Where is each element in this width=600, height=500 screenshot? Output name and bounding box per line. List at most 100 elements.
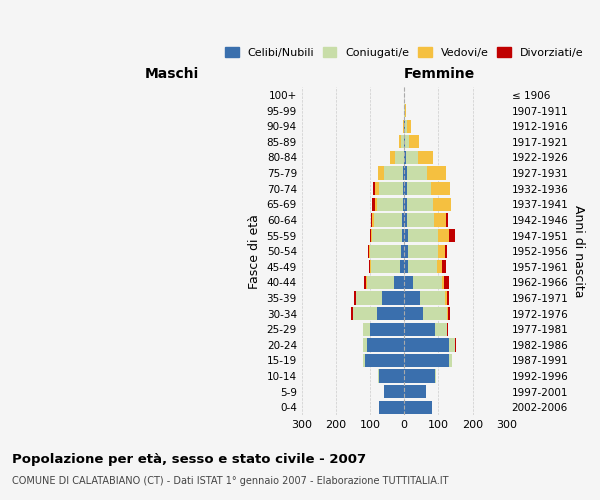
Bar: [354, 292, 356, 304]
Bar: [356, 292, 382, 304]
Bar: [375, 198, 377, 211]
Bar: [442, 276, 443, 289]
Bar: [373, 182, 374, 196]
Bar: [418, 151, 433, 164]
Bar: [401, 229, 404, 242]
Bar: [404, 400, 431, 414]
Bar: [394, 276, 404, 289]
Text: Popolazione per età, sesso e stato civile - 2007: Popolazione per età, sesso e stato civil…: [12, 452, 366, 466]
Bar: [401, 214, 404, 226]
Bar: [404, 151, 406, 164]
Bar: [370, 229, 371, 242]
Bar: [409, 135, 419, 148]
Bar: [406, 151, 418, 164]
Bar: [439, 244, 445, 258]
Bar: [405, 104, 406, 118]
Bar: [455, 338, 456, 351]
Bar: [404, 276, 413, 289]
Bar: [363, 338, 367, 351]
Bar: [404, 120, 405, 133]
Bar: [407, 120, 411, 133]
Bar: [403, 198, 404, 211]
Bar: [374, 214, 401, 226]
Bar: [437, 260, 442, 274]
Bar: [382, 292, 404, 304]
Bar: [378, 370, 379, 382]
Bar: [373, 229, 401, 242]
Text: COMUNE DI CALATABIANO (CT) - Dati ISTAT 1° gennaio 2007 - Elaborazione TUTTITALI: COMUNE DI CALATABIANO (CT) - Dati ISTAT …: [12, 476, 449, 486]
Bar: [423, 307, 447, 320]
Bar: [449, 229, 455, 242]
Text: Maschi: Maschi: [145, 66, 199, 80]
Bar: [369, 260, 370, 274]
Bar: [363, 322, 370, 336]
Bar: [368, 244, 370, 258]
Bar: [407, 244, 439, 258]
Bar: [431, 182, 449, 196]
Bar: [379, 182, 403, 196]
Bar: [401, 135, 404, 148]
Bar: [404, 338, 449, 351]
Bar: [448, 307, 449, 320]
Bar: [373, 214, 374, 226]
Legend: Celibi/Nubili, Coniugati/e, Vedovi/e, Divorziati/e: Celibi/Nubili, Coniugati/e, Vedovi/e, Di…: [222, 44, 586, 61]
Bar: [377, 307, 404, 320]
Bar: [442, 260, 446, 274]
Bar: [370, 322, 404, 336]
Bar: [435, 370, 436, 382]
Bar: [446, 214, 448, 226]
Bar: [443, 276, 449, 289]
Bar: [371, 260, 400, 274]
Bar: [367, 338, 404, 351]
Y-axis label: Fasce di età: Fasce di età: [248, 214, 261, 288]
Bar: [404, 322, 435, 336]
Bar: [395, 151, 404, 164]
Bar: [435, 322, 447, 336]
Bar: [365, 354, 404, 367]
Bar: [404, 307, 423, 320]
Bar: [378, 166, 385, 179]
Bar: [419, 292, 445, 304]
Bar: [400, 260, 404, 274]
Bar: [427, 166, 446, 179]
Bar: [445, 244, 447, 258]
Bar: [351, 307, 353, 320]
Bar: [373, 198, 375, 211]
Bar: [413, 276, 442, 289]
Bar: [403, 166, 404, 179]
Bar: [370, 260, 371, 274]
Bar: [447, 292, 449, 304]
Bar: [404, 260, 409, 274]
Bar: [407, 229, 439, 242]
Bar: [371, 214, 373, 226]
Bar: [379, 370, 404, 382]
Bar: [439, 229, 449, 242]
Bar: [401, 244, 404, 258]
Bar: [405, 120, 407, 133]
Bar: [366, 276, 367, 289]
Bar: [445, 292, 447, 304]
Bar: [353, 307, 377, 320]
Bar: [434, 214, 446, 226]
Bar: [449, 354, 452, 367]
Bar: [407, 214, 434, 226]
Bar: [433, 198, 451, 211]
Bar: [374, 182, 379, 196]
Y-axis label: Anni di nascita: Anni di nascita: [572, 205, 585, 298]
Bar: [371, 229, 373, 242]
Bar: [404, 182, 407, 196]
Text: Femmine: Femmine: [404, 66, 475, 80]
Bar: [404, 198, 407, 211]
Bar: [403, 120, 404, 133]
Bar: [409, 260, 437, 274]
Bar: [404, 244, 407, 258]
Bar: [379, 400, 404, 414]
Bar: [404, 214, 407, 226]
Bar: [407, 182, 431, 196]
Bar: [403, 182, 404, 196]
Bar: [404, 135, 405, 148]
Bar: [364, 276, 366, 289]
Bar: [377, 198, 403, 211]
Bar: [399, 135, 401, 148]
Bar: [447, 322, 448, 336]
